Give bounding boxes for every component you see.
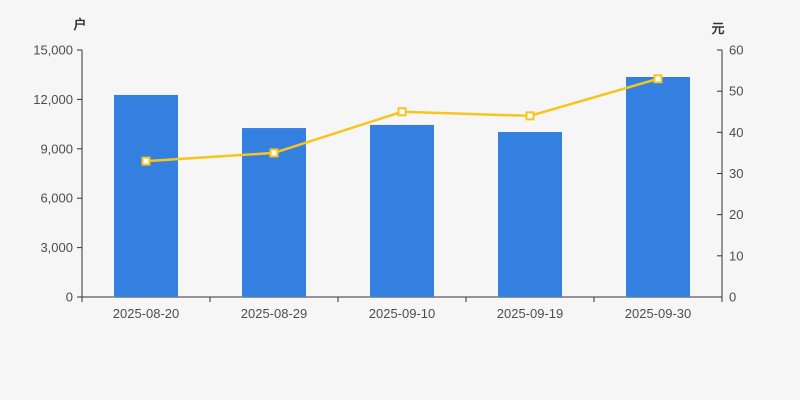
left-axis-tick-label: 6,000 — [40, 191, 73, 206]
x-axis-category-label: 2025-09-19 — [497, 306, 564, 321]
line-point-marker — [269, 148, 279, 158]
right-axis-tick-label: 50 — [729, 84, 743, 99]
line-point-marker — [141, 156, 151, 166]
right-axis-unit-label: 元 — [711, 21, 725, 36]
left-axis-tick-label: 9,000 — [40, 141, 73, 156]
left-axis-tick-label: 0 — [66, 290, 73, 305]
right-axis-tick-label: 60 — [729, 43, 743, 58]
line-point-marker — [653, 74, 663, 84]
right-axis-tick-label: 30 — [729, 166, 743, 181]
x-axis-category-label: 2025-09-30 — [625, 306, 692, 321]
right-axis-tick-label: 0 — [729, 290, 736, 305]
left-axis-tick-label: 12,000 — [33, 92, 73, 107]
x-axis-category-label: 2025-08-29 — [241, 306, 308, 321]
right-axis-tick-label: 10 — [729, 248, 743, 263]
right-axis-tick-label: 20 — [729, 207, 743, 222]
x-axis-category-label: 2025-09-10 — [369, 306, 436, 321]
left-axis-tick-label: 15,000 — [33, 43, 73, 58]
x-axis-category-label: 2025-08-20 — [113, 306, 180, 321]
line-point-marker — [525, 111, 535, 121]
right-axis-tick-label: 40 — [729, 125, 743, 140]
bar — [626, 77, 690, 297]
left-axis-tick-label: 3,000 — [40, 240, 73, 255]
line-point-marker — [397, 107, 407, 117]
left-axis-unit-label: 户 — [73, 17, 87, 32]
bar — [114, 94, 178, 297]
bar — [498, 132, 562, 297]
bar — [370, 124, 434, 297]
